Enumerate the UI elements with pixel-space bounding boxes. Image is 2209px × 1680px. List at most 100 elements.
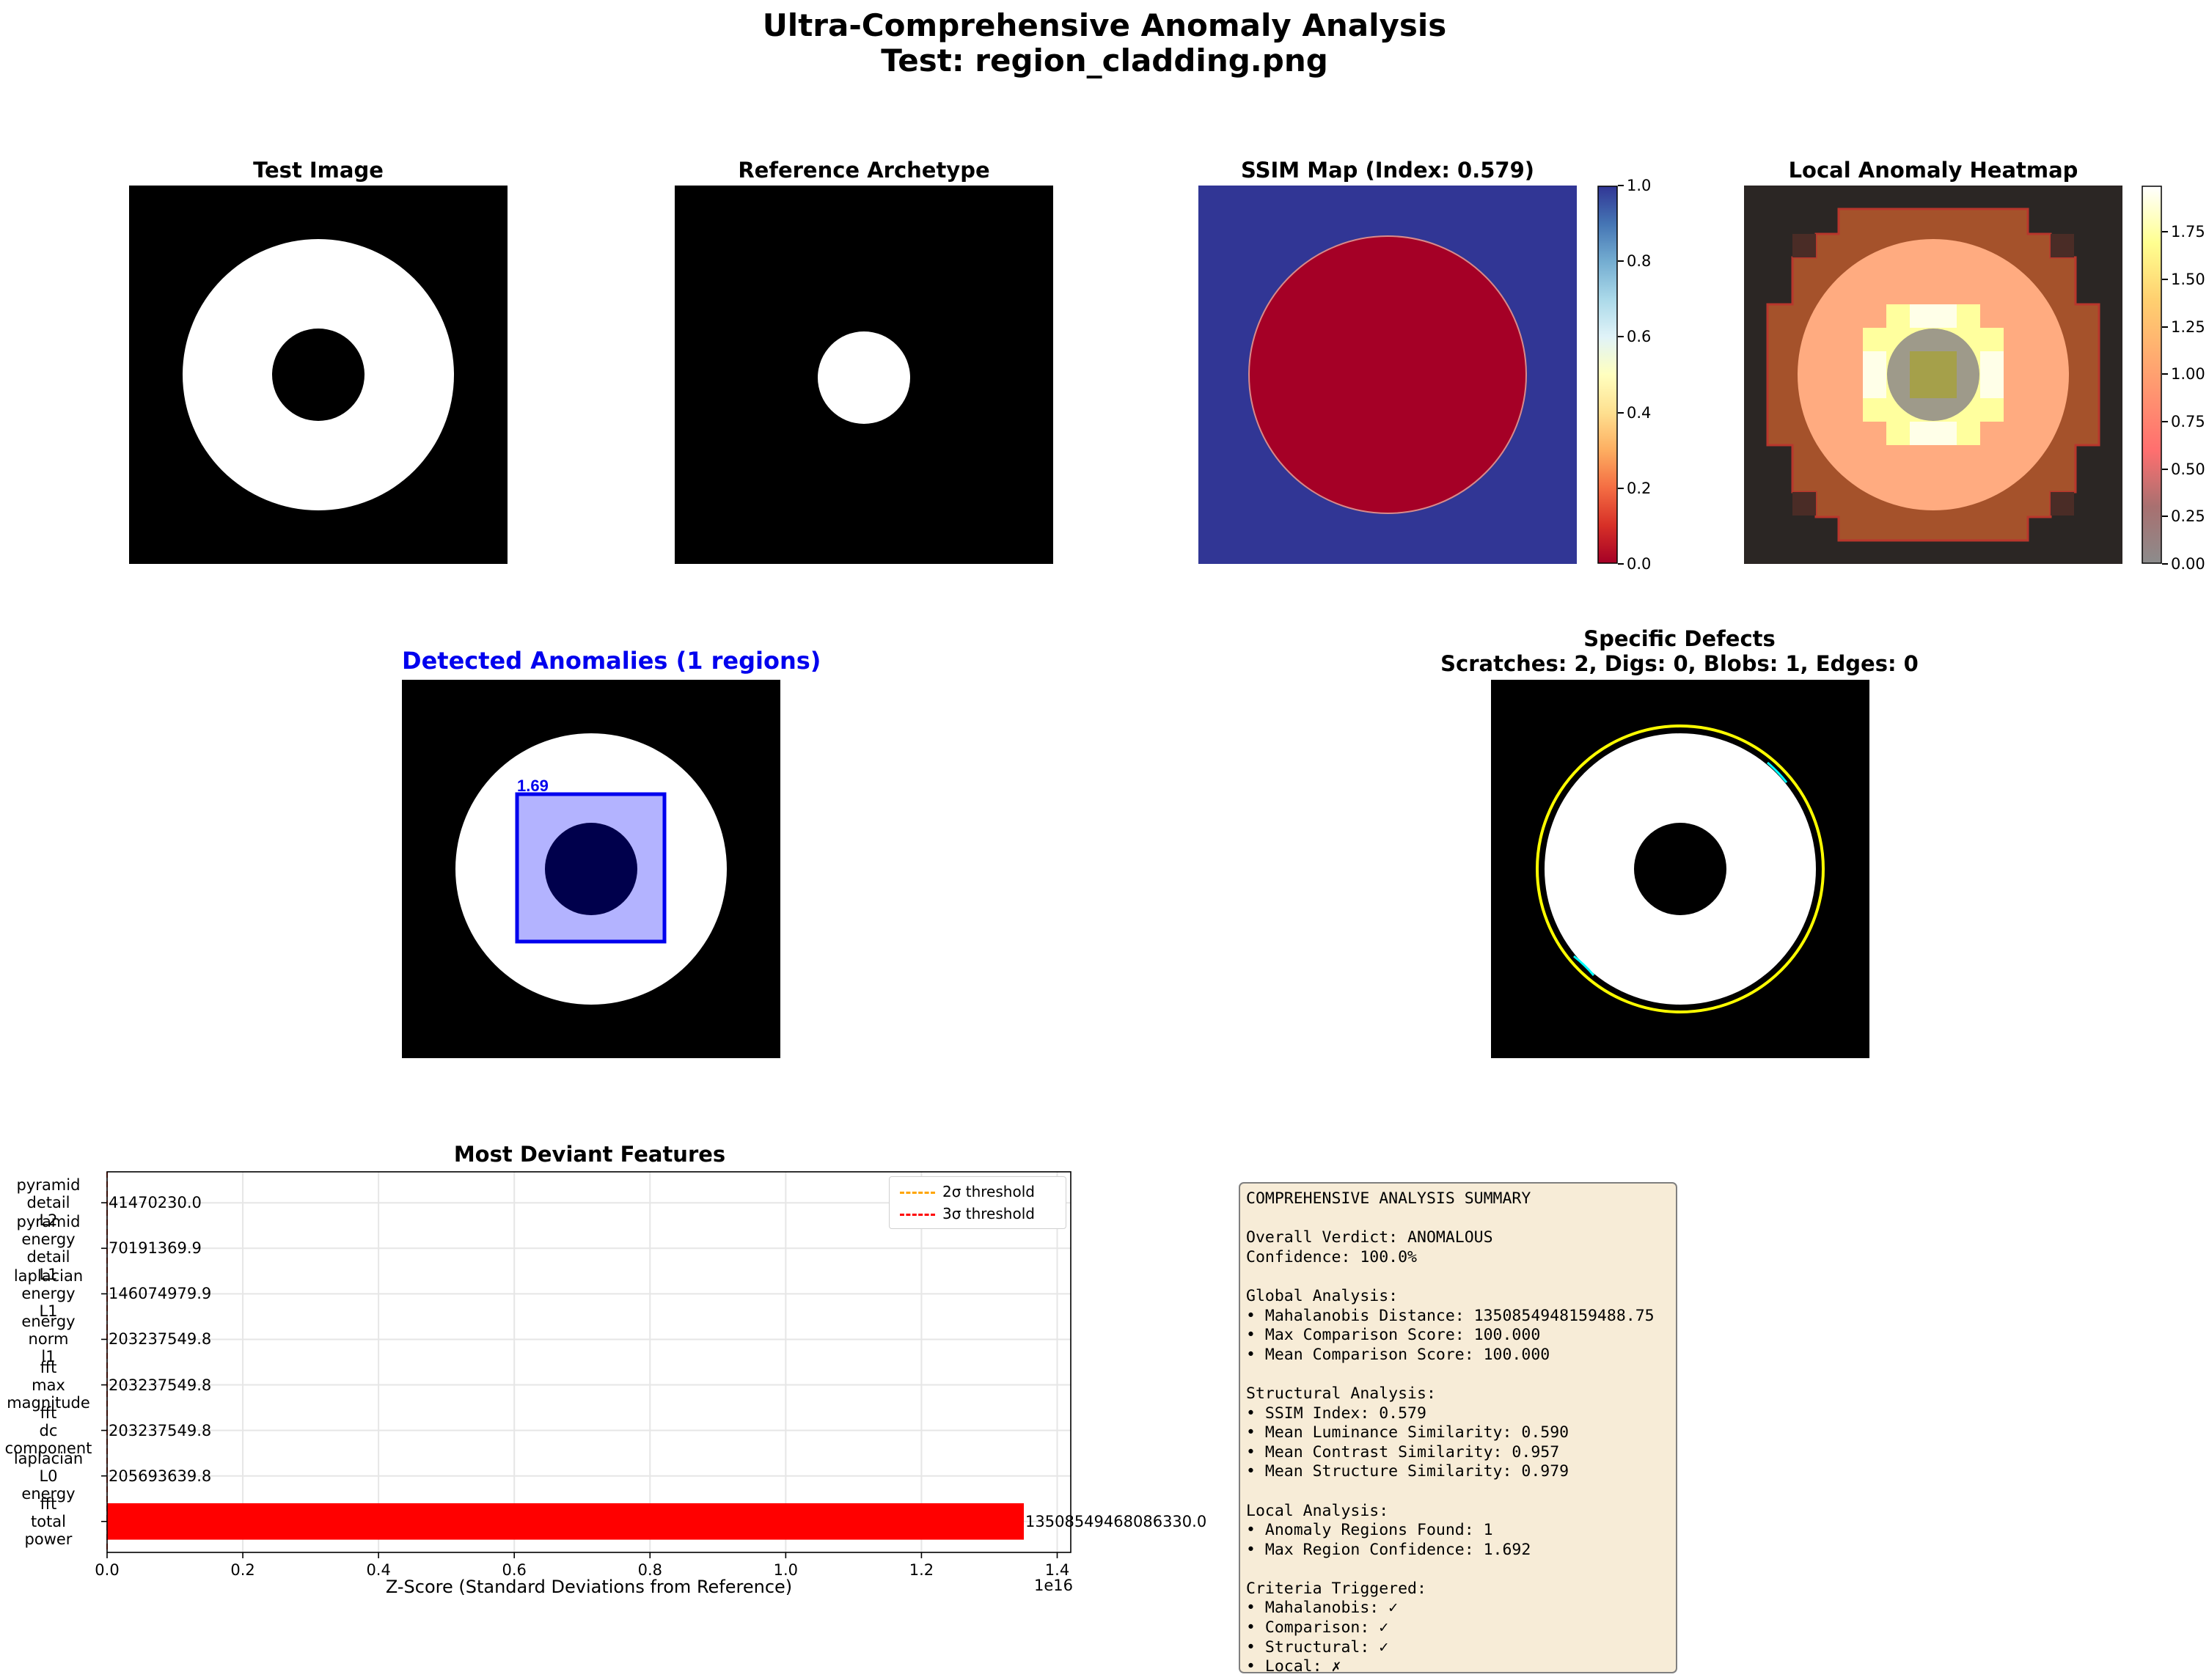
test-image-title: Test Image: [253, 158, 384, 183]
ssim-map-title: SSIM Map (Index: 0.579): [1241, 158, 1534, 183]
colorbar-tick-label: 1.25: [2171, 318, 2205, 336]
summary-line: • Mahalanobis: ✓: [1246, 1599, 1399, 1618]
y-tick-label: laplacian L0 energy: [13, 1449, 84, 1503]
bar-value-label: 203237549.8: [109, 1330, 212, 1349]
chart-title: Most Deviant Features: [453, 1142, 726, 1167]
reference-core: [818, 331, 910, 424]
defect-edge-ring: [1536, 725, 1825, 1013]
bar: [107, 1503, 1025, 1540]
colorbar-tick-label: 1.50: [2171, 271, 2205, 289]
summary-line: Confidence: 100.0%: [1246, 1247, 1417, 1266]
heatmap-core-hot: [1910, 351, 1957, 398]
colorbar-tick-mark: [1618, 185, 1624, 186]
colorbar-tick-mark: [2162, 421, 2168, 422]
x-tick-label: 0.6: [502, 1561, 527, 1579]
defects-panel: [1491, 680, 1869, 1058]
bar-value-label: 13508549468086330.0: [1025, 1512, 1207, 1530]
colorbar-tick-mark: [1618, 563, 1624, 565]
summary-line: • Mean Luminance Similarity: 0.590: [1246, 1423, 1569, 1442]
defects-title-line2: Scratches: 2, Digs: 0, Blobs: 1, Edges: …: [1440, 651, 1919, 676]
summary-line: • Mean Contrast Similarity: 0.957: [1246, 1442, 1560, 1461]
colorbar-tick-mark: [2162, 373, 2168, 375]
ssim-colorbar: [1597, 186, 1618, 564]
colorbar-tick-label: 0.8: [1627, 252, 1652, 271]
summary-line: [1246, 1267, 1670, 1287]
anomaly-box-label: 1.69: [517, 777, 549, 795]
reference-title: Reference Archetype: [738, 158, 990, 183]
summary-line: • Mahalanobis Distance: 1350854948159488…: [1246, 1306, 1655, 1325]
bar-value-label: 70191369.9: [109, 1239, 202, 1258]
x-offset-text: 1e16: [1034, 1577, 1074, 1594]
test-image-core: [272, 329, 364, 421]
summary-line: • SSIM Index: 0.579: [1246, 1404, 1426, 1423]
x-tick-label: 0.0: [95, 1561, 120, 1579]
colorbar-tick-label: 0.0: [1627, 555, 1652, 573]
summary-line: • Comparison: ✓: [1246, 1618, 1389, 1637]
colorbar-tick-mark: [2162, 468, 2168, 470]
x-tick-label: 1.2: [909, 1561, 934, 1579]
ssim-map-panel: [1198, 186, 1577, 564]
summary-line: Overall Verdict: ANOMALOUS: [1246, 1228, 1493, 1247]
colorbar-tick-mark: [2162, 516, 2168, 518]
colorbar-tick-label: 1.75: [2171, 223, 2205, 241]
summary-line: • Local: ✗: [1246, 1657, 1341, 1676]
reference-panel: [675, 186, 1053, 564]
detected-anomalies-panel: 1.69: [402, 680, 780, 1058]
bar-value-label: 41470230.0: [109, 1194, 202, 1212]
defects-core: [1634, 823, 1726, 915]
legend-item-2sigma: 2σ threshold: [900, 1183, 1035, 1200]
heatmap-title: Local Anomaly Heatmap: [1788, 158, 2078, 183]
x-tick-label: 1.0: [773, 1561, 799, 1579]
y-tick-label: pyramid detail L2: [16, 1176, 81, 1230]
summary-lines: COMPREHENSIVE ANALYSIS SUMMARY Overall V…: [1246, 1189, 1670, 1677]
defects-title-line1: Specific Defects: [1583, 626, 1776, 651]
figure-title-line1: Ultra-Comprehensive Anomaly Analysis: [762, 7, 1447, 43]
heatmap-colorbar: [2142, 186, 2162, 564]
colorbar-tick-mark: [1618, 411, 1624, 414]
defect-scratch-1: [1767, 761, 1788, 783]
summary-line: COMPREHENSIVE ANALYSIS SUMMARY: [1246, 1189, 1531, 1208]
bar-value-label: 203237549.8: [109, 1421, 212, 1439]
x-tick-label: 1.4: [1044, 1561, 1070, 1579]
summary-line: • Max Region Confidence: 1.692: [1246, 1540, 1531, 1559]
summary-line: Local Analysis:: [1246, 1501, 1389, 1520]
colorbar-tick-mark: [2162, 563, 2168, 565]
summary-line: • Mean Comparison Score: 100.000: [1246, 1345, 1550, 1364]
defect-scratch-2: [1573, 955, 1595, 976]
analysis-summary-box: COMPREHENSIVE ANALYSIS SUMMARY Overall V…: [1239, 1182, 1677, 1676]
summary-line: Structural Analysis:: [1246, 1384, 1436, 1403]
anomaly-box: [515, 792, 667, 944]
y-tick-label: fft dc component: [4, 1404, 92, 1457]
colorbar-tick-label: 0.6: [1627, 328, 1652, 346]
x-tick-label: 0.8: [637, 1561, 662, 1579]
detected-anomalies-title: Detected Anomalies (1 regions): [402, 647, 821, 675]
bar-value-label: 203237549.8: [109, 1376, 212, 1394]
colorbar-tick-label: 0.75: [2171, 413, 2205, 430]
colorbar-tick-label: 0.50: [2171, 460, 2205, 478]
legend-label-2sigma: 2σ threshold: [942, 1183, 1035, 1200]
colorbar-tick-label: 1.0: [1627, 177, 1652, 194]
colorbar-tick-label: 0.4: [1627, 403, 1652, 422]
y-tick-label: fft max magnitude: [7, 1358, 90, 1412]
summary-line: [1246, 1560, 1670, 1580]
summary-line: Criteria Triggered:: [1246, 1579, 1426, 1598]
colorbar-tick-mark: [1618, 336, 1624, 338]
summary-line: • Max Comparison Score: 100.000: [1246, 1326, 1541, 1345]
summary-line: • Structural: ✓: [1246, 1637, 1389, 1657]
legend-item-3sigma: 3σ threshold: [900, 1205, 1035, 1222]
bar-value-label: 146074979.9: [109, 1285, 212, 1303]
summary-line: • Anomaly Regions Found: 1: [1246, 1521, 1493, 1540]
heatmap-panel: [1744, 186, 2122, 564]
colorbar-tick-mark: [1618, 487, 1624, 489]
x-tick-label: 0.2: [230, 1561, 255, 1579]
figure-title-line2: Test: region_cladding.png: [881, 43, 1328, 78]
test-image-panel: [129, 186, 508, 564]
y-tick-label: laplacian energy L1: [13, 1267, 84, 1321]
colorbar-tick-label: 0.25: [2171, 507, 2205, 526]
detected-core: [545, 823, 637, 915]
x-tick-label: 0.4: [366, 1561, 391, 1579]
deviant-features-chart: [101, 1171, 1071, 1558]
summary-line: [1246, 1482, 1670, 1502]
chart-legend: 2σ threshold 3σ threshold: [889, 1176, 1066, 1229]
colorbar-tick-label: 0.2: [1627, 479, 1652, 497]
